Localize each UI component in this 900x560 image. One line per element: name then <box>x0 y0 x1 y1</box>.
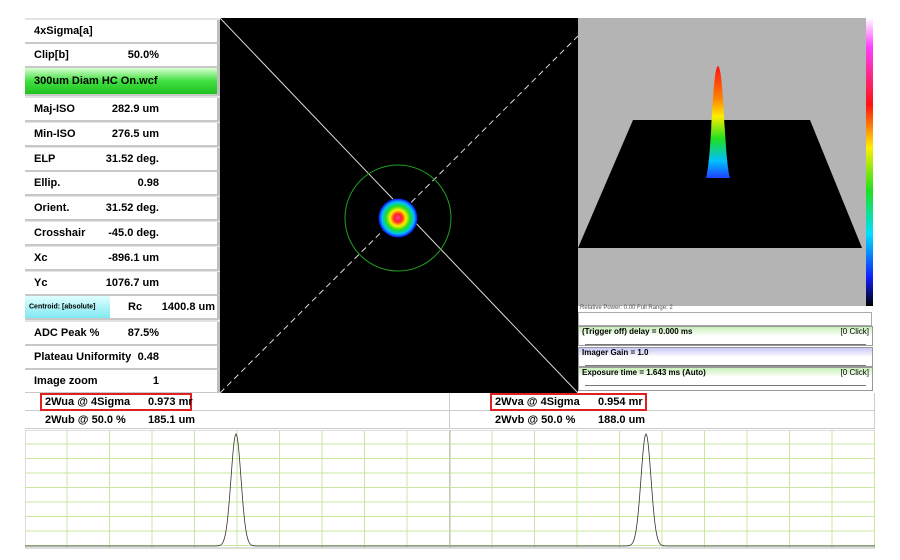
results-panel: 4xSigma[a] Clip[b] 50.0% 300um Diam HC On.w… <box>25 18 220 394</box>
result-row: Orient. 31.52 deg. <box>25 197 220 221</box>
measure-value: 0.973 mr <box>148 396 193 408</box>
row-value: 1 <box>152 375 159 387</box>
row-label: Ellip. <box>34 177 61 189</box>
result-row: Min-ISO 276.5 um <box>25 123 220 147</box>
row-label: 4xSigma[a] <box>34 25 93 37</box>
row-label: ELP <box>34 153 56 165</box>
row-label: Image zoom <box>34 375 98 387</box>
row-value: 50.0% <box>127 49 159 61</box>
row-value: -896.1 um <box>108 252 159 264</box>
result-row: Image zoom 1 <box>25 370 220 394</box>
control-label: Imager Gain = 1.0 <box>582 348 649 357</box>
control-label: (Trigger off) delay = 0.000 ms <box>582 327 693 336</box>
measure-label: 2Wub @ 50.0 % <box>45 414 126 426</box>
measure-label: 2Wua @ 4Sigma <box>45 396 131 408</box>
profile-plots <box>25 430 875 549</box>
measure-row: 2Wva @ 4Sigma 0.954 mr <box>450 393 875 411</box>
result-row: Xc -896.1 um <box>25 247 220 271</box>
slider[interactable] <box>585 338 866 345</box>
row-label: Crosshair <box>34 227 86 239</box>
measure-value: 188.0 um <box>598 414 646 426</box>
row-label: Yc <box>34 277 48 289</box>
slider[interactable] <box>585 359 866 366</box>
3d-view <box>578 18 873 306</box>
result-row: Crosshair -45.0 deg. <box>25 222 220 246</box>
control-title: (Trigger off) delay = 0.000 ms [0 Click] <box>579 327 872 336</box>
control-title: Exposure time = 1.643 ms (Auto) [0 Click] <box>579 368 872 377</box>
result-row: ADC Peak % 87.5% <box>25 322 220 346</box>
measure-row: 2Wvb @ 50.0 % 188.0 um <box>450 411 875 429</box>
row-label: Min-ISO <box>34 128 76 140</box>
measure-value: 0.954 mr <box>598 396 643 408</box>
control: Exposure time = 1.643 ms (Auto) [0 Click] <box>578 367 873 391</box>
result-row: Yc 1076.7 um <box>25 272 220 296</box>
control-label: Exposure time = 1.643 ms (Auto) <box>582 368 706 377</box>
measurements: 2Wua @ 4Sigma 0.973 mr 2Wub @ 50.0 % 185.1 … <box>25 393 875 430</box>
profile-curve <box>25 433 450 547</box>
control-panel: Relative Power: 0.00 Full Range: 2 (Trig… <box>578 305 875 393</box>
result-row: Plateau Uniformity 0.48 <box>25 346 220 370</box>
row-value: 0.48 <box>137 351 159 363</box>
control: (Trigger off) delay = 0.000 ms [0 Click] <box>578 326 873 346</box>
row-value: 31.52 deg. <box>105 153 159 165</box>
row-label: Xc <box>34 252 48 264</box>
row-value: 276.5 um <box>111 128 159 140</box>
row-label: Clip[b] <box>34 49 69 61</box>
row-value: 87.5% <box>127 327 159 339</box>
input-box[interactable] <box>578 312 872 326</box>
row-value: 1076.7 um <box>105 277 159 289</box>
measure-row: 2Wua @ 4Sigma 0.973 mr <box>25 393 450 411</box>
result-row: Ellip. 0.98 <box>25 172 220 196</box>
row-value: 1400.8 um <box>161 301 215 313</box>
row-label: Centroid: [absolute] <box>29 303 96 311</box>
row-label: 300um Diam HC On.wcf <box>34 75 158 87</box>
control-button[interactable]: [0 Click] <box>840 327 869 336</box>
row-value: 0.98 <box>137 177 159 189</box>
measure-row: 2Wub @ 50.0 % 185.1 um <box>25 411 450 429</box>
row-value: 282.9 um <box>111 103 159 115</box>
result-row: ELP 31.52 deg. <box>25 148 220 172</box>
control-title: Imager Gain = 1.0 <box>579 348 872 357</box>
result-row: Centroid: [absolute] Rc 1400.8 um <box>25 296 220 320</box>
result-row: 4xSigma[a] <box>25 20 220 44</box>
control: Imager Gain = 1.0 <box>578 347 873 367</box>
row-label: Maj-ISO <box>34 103 75 115</box>
measure-label: 2Wva @ 4Sigma <box>495 396 580 408</box>
result-row: Clip[b] 50.0% <box>25 44 220 68</box>
row-sublabel: Rc <box>128 301 143 313</box>
result-row: 300um Diam HC On.wcf <box>25 68 220 96</box>
measure-label: 2Wvb @ 50.0 % <box>495 414 576 426</box>
highlight-box <box>40 393 192 411</box>
highlight-box <box>490 393 647 411</box>
row-label: Plateau Uniformity <box>34 351 132 363</box>
row-label: Orient. <box>34 202 70 214</box>
control-button[interactable]: [0 Click] <box>840 368 869 377</box>
slider[interactable] <box>585 379 866 386</box>
centroid-cell <box>25 296 110 318</box>
measure-value: 185.1 um <box>148 414 196 426</box>
beam-image <box>220 18 578 393</box>
status-text: Relative Power: 0.00 Full Range: 2 <box>580 305 673 311</box>
row-label: ADC Peak % <box>34 327 100 339</box>
row-value: -45.0 deg. <box>108 227 159 239</box>
result-row: Maj-ISO 282.9 um <box>25 98 220 122</box>
row-value: 31.52 deg. <box>105 202 159 214</box>
profile-curve <box>450 433 875 547</box>
